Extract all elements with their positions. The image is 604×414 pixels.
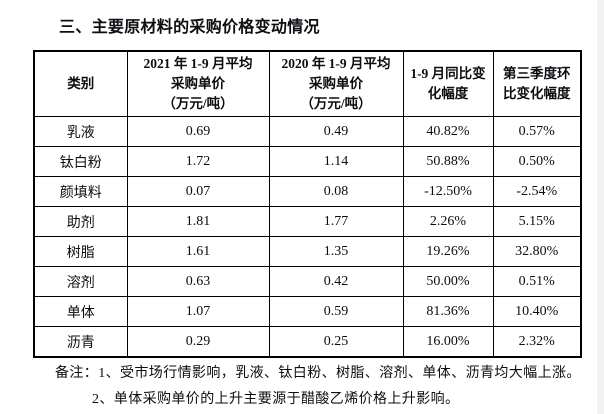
- qoq-change-cell: 0.50%: [492, 146, 582, 177]
- header-cell-qoq-change: 第三季度环 比变化幅度: [492, 50, 582, 117]
- header-cell-category: 类别: [33, 50, 128, 117]
- header-cell-2021-avg-price: 2021 年 1-9 月平均 采购单价 （万元/吨）: [126, 50, 270, 117]
- yoy-change-cell: 81.36%: [402, 296, 494, 327]
- qoq-change-cell: 0.51%: [492, 266, 582, 297]
- price-2020-cell: 0.49: [268, 116, 404, 147]
- price-2021-cell: 1.07: [126, 296, 270, 327]
- qoq-change-cell: 10.40%: [492, 296, 582, 327]
- price-2020-cell: 0.25: [268, 326, 404, 358]
- note-line-2: 2、单体采购单价的上升主要源于醋酸乙烯价格上升影响。: [92, 392, 460, 407]
- qoq-change-cell: 5.15%: [492, 206, 582, 237]
- yoy-change-cell: 50.88%: [402, 146, 494, 177]
- header-cell-2020-avg-price: 2020 年 1-9 月平均 采购单价 （万元/吨）: [268, 50, 404, 117]
- price-2020-cell: 1.35: [268, 236, 404, 267]
- price-2021-cell: 0.69: [126, 116, 270, 147]
- table-header: 类别 2021 年 1-9 月平均 采购单价 （万元/吨） 2020 年 1-9…: [33, 50, 582, 117]
- table-row-resin: 树脂 1.61 1.35 19.26% 32.80%: [33, 236, 582, 267]
- page-title: 三、主要原材料的采购价格变动情况: [59, 19, 320, 36]
- table-row-asphalt: 沥青 0.29 0.25 16.00% 2.32%: [33, 326, 582, 358]
- price-2021-cell: 1.61: [126, 236, 270, 267]
- qoq-change-cell: 0.57%: [492, 116, 582, 147]
- qoq-change-cell: -2.54%: [492, 176, 582, 207]
- category-cell: 乳液: [33, 116, 128, 147]
- category-cell: 溶剂: [33, 266, 128, 297]
- header-cell-yoy-change: 1-9 月同比变 化幅度: [402, 50, 494, 117]
- yoy-change-cell: 40.82%: [402, 116, 494, 147]
- price-2021-cell: 0.29: [126, 326, 270, 358]
- qoq-change-cell: 2.32%: [492, 326, 582, 358]
- category-cell: 树脂: [33, 236, 128, 267]
- qoq-change-cell: 32.80%: [492, 236, 582, 267]
- table-row-pigment-filler: 颜填料 0.07 0.08 -12.50% -2.54%: [33, 176, 582, 207]
- table-row-additive: 助剂 1.81 1.77 2.26% 5.15%: [33, 206, 582, 237]
- yoy-change-cell: -12.50%: [402, 176, 494, 207]
- price-2020-cell: 0.08: [268, 176, 404, 207]
- price-2021-cell: 1.72: [126, 146, 270, 177]
- price-2020-cell: 0.42: [268, 266, 404, 297]
- price-2021-cell: 0.07: [126, 176, 270, 207]
- table-body: 乳液 0.69 0.49 40.82% 0.57% 钛白粉 1.72 1.14 …: [33, 116, 582, 358]
- price-2020-cell: 1.77: [268, 206, 404, 237]
- note-line-1: 备注：1、受市场行情影响，乳液、钛白粉、树脂、溶剂、单体、沥青均大幅上涨。: [55, 366, 581, 381]
- yoy-change-cell: 50.00%: [402, 266, 494, 297]
- header-row: 类别 2021 年 1-9 月平均 采购单价 （万元/吨） 2020 年 1-9…: [33, 50, 582, 117]
- price-change-table: 类别 2021 年 1-9 月平均 采购单价 （万元/吨） 2020 年 1-9…: [33, 50, 582, 358]
- category-cell: 钛白粉: [33, 146, 128, 177]
- yoy-change-cell: 16.00%: [402, 326, 494, 358]
- price-2020-cell: 1.14: [268, 146, 404, 177]
- yoy-change-cell: 19.26%: [402, 236, 494, 267]
- table-row-monomer: 单体 1.07 0.59 81.36% 10.40%: [33, 296, 582, 327]
- category-cell: 沥青: [33, 326, 128, 358]
- table-row-titanium-dioxide: 钛白粉 1.72 1.14 50.88% 0.50%: [33, 146, 582, 177]
- category-cell: 颜填料: [33, 176, 128, 207]
- category-cell: 助剂: [33, 206, 128, 237]
- table-row-solvent: 溶剂 0.63 0.42 50.00% 0.51%: [33, 266, 582, 297]
- scan-edge-shade: [597, 0, 604, 414]
- price-2020-cell: 0.59: [268, 296, 404, 327]
- table-row-emulsion: 乳液 0.69 0.49 40.82% 0.57%: [33, 116, 582, 147]
- price-2021-cell: 1.81: [126, 206, 270, 237]
- price-2021-cell: 0.63: [126, 266, 270, 297]
- yoy-change-cell: 2.26%: [402, 206, 494, 237]
- category-cell: 单体: [33, 296, 128, 327]
